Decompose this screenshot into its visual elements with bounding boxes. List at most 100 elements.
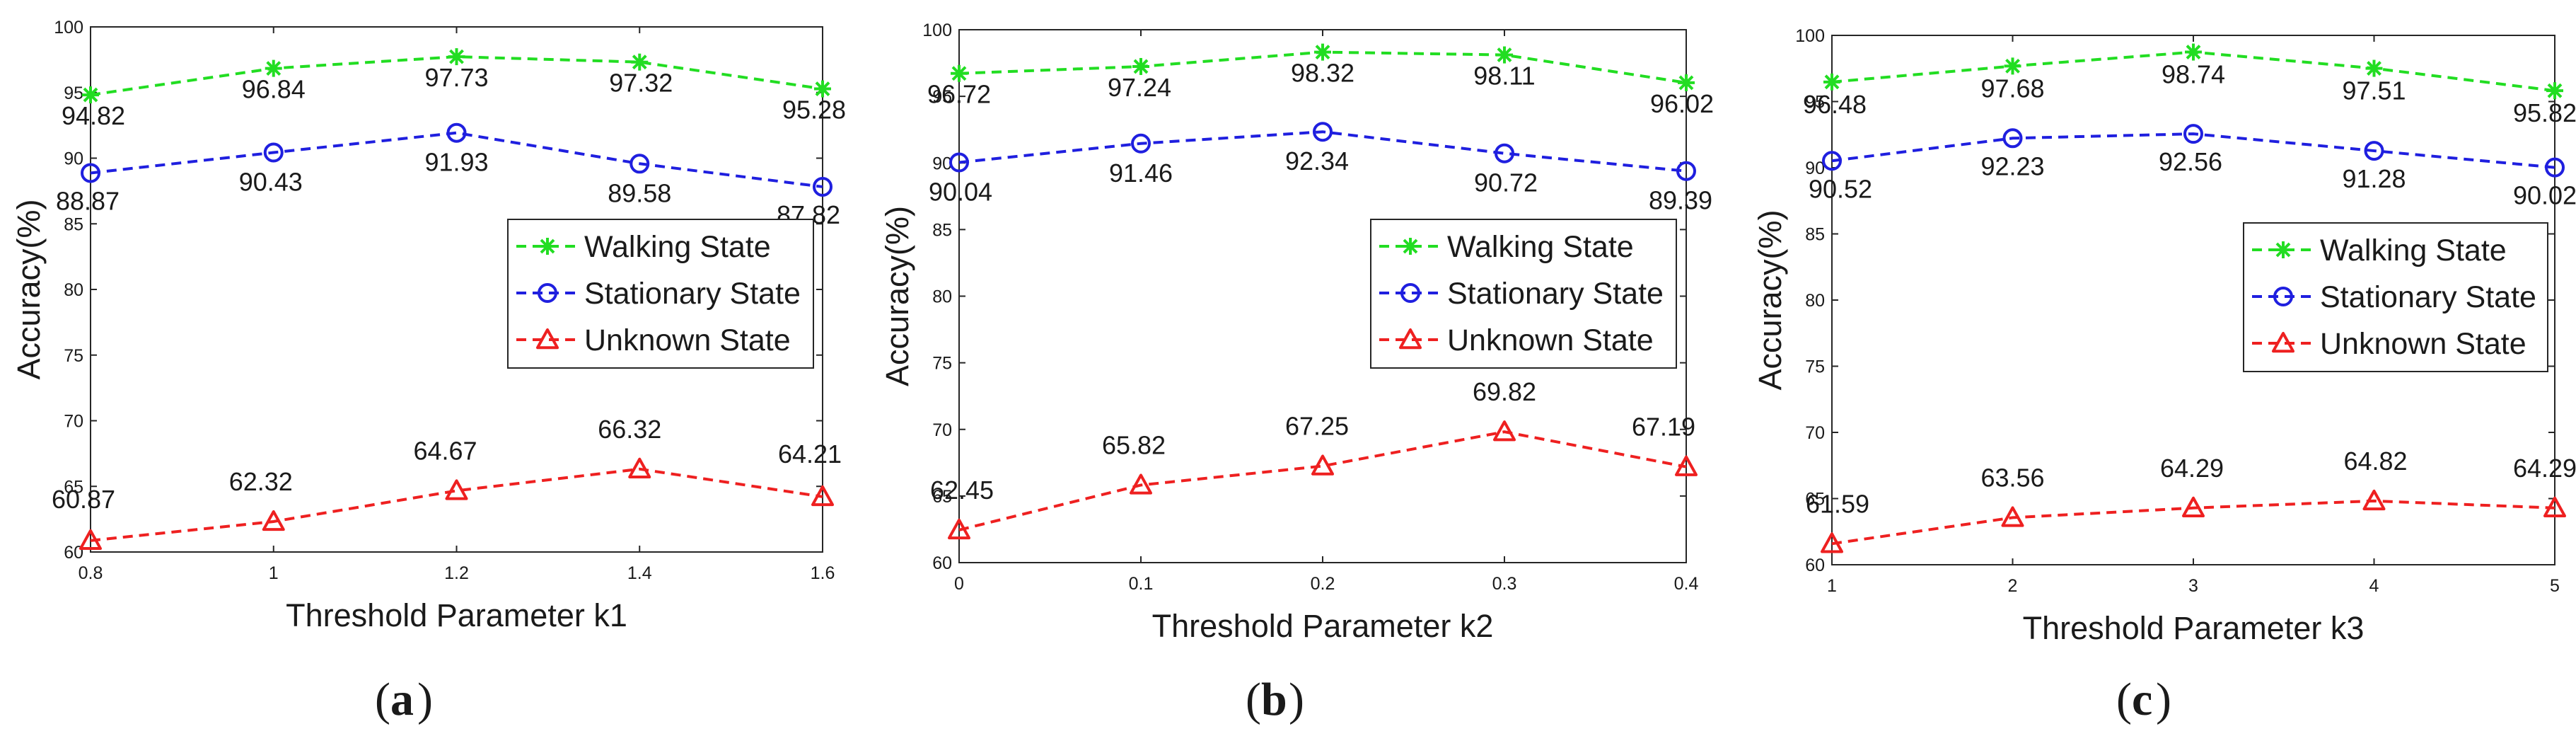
point-unknown-state-b xyxy=(948,518,970,540)
data-label-unknown-state-a: 64.67 xyxy=(413,436,477,465)
data-label-walking-state-b: 96.02 xyxy=(1650,89,1714,118)
point-stationary-state-b xyxy=(1676,161,1696,181)
data-label-stationary-state-c: 92.56 xyxy=(2159,147,2222,176)
y-tick-label-a: 70 xyxy=(64,412,83,432)
x-tick-label-b: 0.1 xyxy=(1129,574,1154,594)
x-tick-label-c: 3 xyxy=(2188,576,2198,596)
point-stationary-state-a xyxy=(813,176,832,197)
y-tick-label-b: 65 xyxy=(932,487,952,507)
point-stationary-state-c xyxy=(2364,141,2384,161)
point-stationary-state-a xyxy=(81,163,100,183)
chart-b: 60 65 70 75 80 85 90 95 100 0 0.1 0.2 0.3 0.4 Threshol… xyxy=(879,21,1714,644)
legend-entry-stationary-state-a: Stationary State xyxy=(584,277,801,311)
legend-entry-walking-state-c: Walking State xyxy=(2320,234,2507,268)
y-tick-label-a: 85 xyxy=(64,214,83,234)
data-label-stationary-state-a: 88.87 xyxy=(56,186,120,215)
y-tick-label-a: 65 xyxy=(64,477,83,497)
data-label-walking-state-a: 94.82 xyxy=(62,101,125,130)
data-label-walking-state-b: 98.32 xyxy=(1291,59,1354,88)
y-tick-label-a: 90 xyxy=(64,149,83,169)
point-stationary-state-c xyxy=(2545,157,2565,178)
point-stationary-state-b xyxy=(1131,133,1151,154)
data-label-unknown-state-c: 64.82 xyxy=(2343,447,2407,476)
x-tick-label-c: 5 xyxy=(2550,576,2560,596)
point-stationary-state-c xyxy=(2002,128,2023,149)
legend-entry-walking-state-b: Walking State xyxy=(1447,230,1634,264)
point-unknown-state-b xyxy=(1311,454,1334,476)
legend-marker-stationary-state-c xyxy=(2273,287,2293,306)
series-line-stationary-state-a xyxy=(90,131,823,188)
chart-c: 60 65 70 75 80 85 90 95 100 1 2 3 4 5 Threshold Parame… xyxy=(1752,26,2576,646)
point-stationary-state-b xyxy=(949,152,969,173)
caption-c-close: ) xyxy=(2156,674,2171,725)
point-walking-state-c xyxy=(2546,82,2563,100)
chart-a: 60 65 70 75 80 85 90 95 100 0.8 1 1.2 1.4 1.6 Threshol… xyxy=(11,18,846,633)
point-stationary-state-c xyxy=(1822,151,1842,171)
x-axis-label-c: Threshold Parameter k3 xyxy=(2023,610,2365,646)
y-tick-label-b: 80 xyxy=(932,287,952,307)
data-label-stationary-state-a: 90.43 xyxy=(239,168,303,197)
data-label-stationary-state-c: 91.28 xyxy=(2342,164,2406,193)
point-walking-state-a xyxy=(631,53,649,71)
x-tick-label-a: 0.8 xyxy=(79,563,103,583)
point-walking-state-b xyxy=(1314,43,1331,61)
series-line-unknown-state-b xyxy=(958,430,1687,531)
x-tick-label-b: 0.4 xyxy=(1674,574,1699,594)
y-tick-label-b: 85 xyxy=(932,220,952,240)
data-label-walking-state-b: 97.24 xyxy=(1108,73,1171,102)
legend-marker-unknown-state-a xyxy=(536,328,559,350)
data-label-unknown-state-c: 64.29 xyxy=(2513,454,2576,483)
caption-c-letter: c xyxy=(2132,674,2152,725)
series-line-unknown-state-a xyxy=(90,467,823,542)
series-line-stationary-state-c xyxy=(1831,132,2555,169)
data-label-stationary-state-b: 89.39 xyxy=(1649,186,1712,215)
x-tick-label-b: 0.3 xyxy=(1492,574,1517,594)
point-unknown-state-a xyxy=(811,485,834,507)
point-unknown-state-a xyxy=(628,457,651,478)
y-axis-label-c: Accuracy(%) xyxy=(1752,209,1788,390)
point-unknown-state-b xyxy=(1130,473,1152,495)
y-axis-label-a: Accuracy(%) xyxy=(11,199,47,379)
point-unknown-state-c xyxy=(1821,532,1843,553)
data-label-walking-state-a: 97.73 xyxy=(424,63,488,92)
x-axis-label-b: Threshold Parameter k2 xyxy=(1152,608,1494,644)
point-walking-state-a xyxy=(82,86,99,104)
point-unknown-state-a xyxy=(445,479,468,500)
legend-entry-walking-state-a: Walking State xyxy=(584,230,771,264)
data-label-walking-state-a: 95.28 xyxy=(782,96,846,125)
legend-c: Walking State Stationary State Unknown Sta… xyxy=(2243,222,2548,372)
data-label-walking-state-c: 96.48 xyxy=(1803,90,1867,119)
data-label-unknown-state-b: 65.82 xyxy=(1102,430,1166,459)
y-tick-label-b: 90 xyxy=(932,154,952,173)
y-tick-label-a: 95 xyxy=(64,84,83,103)
x-tick-label-b: 0 xyxy=(954,574,964,594)
point-stationary-state-b xyxy=(1495,143,1514,163)
data-label-stationary-state-b: 90.04 xyxy=(929,177,992,206)
y-tick-label-b: 75 xyxy=(932,354,952,374)
legend-marker-unknown-state-b xyxy=(1399,328,1422,350)
data-label-stationary-state-a: 91.93 xyxy=(424,148,488,177)
legend-marker-walking-state-b xyxy=(1402,238,1419,255)
y-tick-label-c: 80 xyxy=(1805,291,1825,311)
x-tick-label-a: 1.2 xyxy=(444,563,469,583)
y-tick-label-a: 75 xyxy=(64,346,83,366)
data-label-unknown-state-b: 67.25 xyxy=(1285,412,1349,441)
point-walking-state-a xyxy=(265,59,282,77)
y-tick-label-b: 100 xyxy=(922,21,952,40)
point-walking-state-c xyxy=(1823,73,1840,91)
data-label-walking-state-c: 98.74 xyxy=(2162,60,2225,89)
data-label-unknown-state-a: 64.21 xyxy=(778,439,842,468)
legend-entry-unknown-state-a: Unknown State xyxy=(584,323,791,357)
legend-entry-unknown-state-c: Unknown State xyxy=(2320,327,2526,361)
y-tick-label-c: 100 xyxy=(1795,26,1825,46)
x-axis-label-a: Threshold Parameter k1 xyxy=(286,597,627,633)
point-unknown-state-c xyxy=(2362,489,2386,511)
y-tick-label-c: 85 xyxy=(1805,225,1825,245)
series-line-stationary-state-b xyxy=(958,130,1687,173)
x-tick-label-b: 0.2 xyxy=(1311,574,1335,594)
data-label-stationary-state-c: 90.52 xyxy=(1809,174,1872,203)
data-label-unknown-state-c: 64.29 xyxy=(2160,454,2224,483)
caption-b-close: ) xyxy=(1289,674,1304,725)
caption-a-close: ) xyxy=(417,674,433,725)
